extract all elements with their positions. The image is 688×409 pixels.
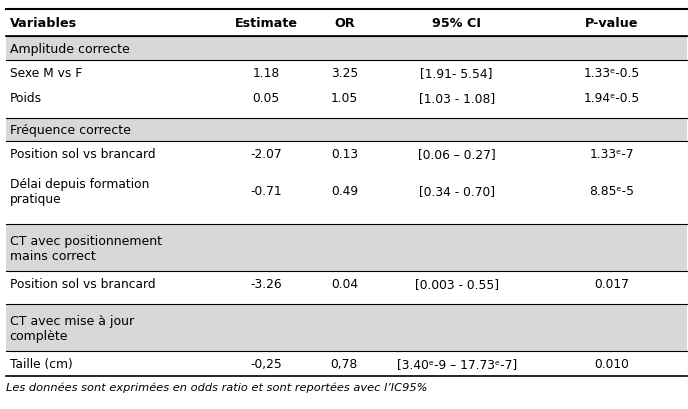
Bar (6, 110, 687, 119)
Text: 3.25: 3.25 (331, 67, 358, 80)
Text: OR: OR (334, 17, 355, 30)
Text: -2.07: -2.07 (250, 148, 282, 161)
Text: Position sol vs brancard: Position sol vs brancard (10, 277, 155, 290)
Text: [0.34 - 0.70]: [0.34 - 0.70] (419, 185, 495, 198)
Text: 0.017: 0.017 (594, 277, 629, 290)
Text: Taille (cm): Taille (cm) (10, 357, 72, 371)
Text: 1.94ᵉ-0.5: 1.94ᵉ-0.5 (583, 92, 640, 104)
Text: CT avec positionnement
mains correct: CT avec positionnement mains correct (10, 234, 162, 262)
Text: 95% CI: 95% CI (432, 17, 481, 30)
Bar (6, 10, 687, 37)
Text: 0.05: 0.05 (252, 92, 279, 104)
Text: [0.06 – 0.27]: [0.06 – 0.27] (418, 148, 495, 161)
Text: -0.71: -0.71 (250, 185, 282, 198)
Text: 1.05: 1.05 (331, 92, 358, 104)
Bar (6, 85, 687, 110)
Text: 0.04: 0.04 (331, 277, 358, 290)
Bar (6, 37, 687, 61)
Text: 1.33ᵉ-0.5: 1.33ᵉ-0.5 (583, 67, 640, 80)
Text: [1.03 - 1.08]: [1.03 - 1.08] (418, 92, 495, 104)
Bar (6, 142, 687, 167)
Text: -0,25: -0,25 (250, 357, 282, 371)
Text: P-value: P-value (585, 17, 638, 30)
Text: 1.33ᵉ-7: 1.33ᵉ-7 (590, 148, 634, 161)
Text: 1.18: 1.18 (252, 67, 279, 80)
Bar (6, 216, 687, 225)
Bar (6, 61, 687, 85)
Bar (6, 352, 687, 376)
Text: Les données sont exprimées en odds ratio et sont reportées avec l’IC95%: Les données sont exprimées en odds ratio… (6, 381, 427, 392)
Text: Amplitude correcte: Amplitude correcte (10, 43, 129, 56)
Text: Position sol vs brancard: Position sol vs brancard (10, 148, 155, 161)
Text: 0,78: 0,78 (331, 357, 358, 371)
Text: Poids: Poids (10, 92, 42, 104)
Bar (6, 272, 687, 296)
Text: 8.85ᵉ-5: 8.85ᵉ-5 (589, 185, 634, 198)
Text: Fréquence correcte: Fréquence correcte (10, 124, 131, 137)
Text: [3.40ᵉ-9 – 17.73ᵉ-7]: [3.40ᵉ-9 – 17.73ᵉ-7] (396, 357, 517, 371)
Bar (6, 119, 687, 142)
Text: Estimate: Estimate (235, 17, 297, 30)
Text: 0.49: 0.49 (331, 185, 358, 198)
Bar (6, 296, 687, 304)
Text: [0.003 - 0.55]: [0.003 - 0.55] (415, 277, 499, 290)
Text: -3.26: -3.26 (250, 277, 282, 290)
Text: Variables: Variables (10, 17, 77, 30)
Text: 0.13: 0.13 (331, 148, 358, 161)
Text: Délai depuis formation
pratique: Délai depuis formation pratique (10, 178, 149, 205)
Text: Sexe M vs F: Sexe M vs F (10, 67, 82, 80)
Text: 0.010: 0.010 (594, 357, 629, 371)
Text: [1.91- 5.54]: [1.91- 5.54] (420, 67, 493, 80)
Text: CT avec mise à jour
complète: CT avec mise à jour complète (10, 314, 133, 342)
